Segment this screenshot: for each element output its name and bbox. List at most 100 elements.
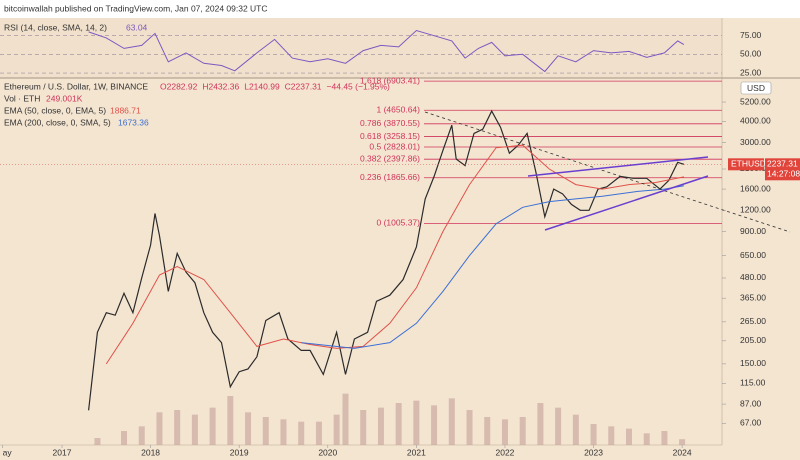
wedge-lower (544, 175, 709, 231)
volume-bar (519, 417, 526, 445)
ohlc-value: −44.45 (−1.95%) (327, 81, 390, 91)
volume-bar (466, 410, 473, 445)
volume-label: Vol · ETH (4, 93, 40, 103)
volume-bar (377, 407, 384, 445)
y-tick-label: 5200.00 (740, 96, 771, 106)
volume-bar (484, 417, 491, 445)
volume-bar (280, 419, 287, 445)
trendlines (424, 111, 791, 233)
price-box (765, 158, 800, 181)
volume-bar (555, 407, 562, 445)
volume-bar (608, 426, 615, 445)
countdown: 14:27:08 (767, 169, 800, 179)
y-tick-label: 87.00 (740, 398, 762, 408)
volume-bar (227, 396, 234, 445)
y-tick-label: 1200.00 (740, 205, 771, 215)
fib-label: 0.382 (2397.86) (360, 153, 420, 163)
fib-label: 0.236 (1865.66) (360, 172, 420, 182)
volume-bar (661, 431, 668, 445)
y-tick-label: 900.00 (740, 226, 766, 236)
volume-bar (448, 398, 455, 445)
y-tick-label: 365.00 (740, 292, 766, 302)
volume-bar (138, 426, 145, 445)
volume-bar (537, 403, 544, 445)
volume-bar (501, 419, 508, 445)
volume-bar (298, 421, 305, 445)
volume-bar (121, 431, 128, 445)
volume-bar (209, 407, 216, 445)
y-tick-label: 480.00 (740, 272, 766, 282)
y-tick-label: 265.00 (740, 316, 766, 326)
y-tick-label: 650.00 (740, 250, 766, 260)
x-tick-label: 2018 (141, 447, 160, 457)
symbol-box (728, 158, 764, 171)
volume-bar (262, 417, 269, 445)
volume-bar (360, 410, 367, 445)
rsi-line (88, 29, 685, 73)
fib-label: 1.618 (6903.41) (360, 75, 420, 85)
dashed-trendline (424, 111, 791, 233)
y-tick-label: 205.00 (740, 335, 766, 345)
publisher: bitcoinwallah published on TradingView.c… (4, 3, 268, 13)
rsi-value: 63.04 (126, 22, 148, 32)
header-bar (0, 0, 800, 18)
currency: USD (747, 83, 765, 93)
y-tick-label: 115.00 (740, 378, 766, 388)
volume-bar (395, 403, 402, 445)
y-tick-label: 150.00 (740, 358, 766, 368)
ema50-value: 1886.71 (110, 105, 141, 115)
fib-label: 0.5 (2828.01) (369, 141, 420, 151)
x-tick-label: 2020 (318, 447, 337, 457)
volume-bar (431, 405, 438, 445)
rsi-tick-label: 25.00 (740, 67, 762, 77)
rsi-panel (0, 18, 722, 78)
ema200-label: EMA (200, close, 0, SMA, 5) (4, 117, 111, 127)
fib-label: 0 (1005.37) (377, 218, 421, 228)
volume-value: 249.001K (46, 93, 83, 103)
rsi-label: RSI (14, close, SMA, 14, 2) (4, 22, 107, 32)
x-tick-label: 2019 (230, 447, 249, 457)
x-tick-label: ay (3, 447, 13, 457)
volume-bar (572, 414, 579, 445)
volume-bar (625, 428, 632, 445)
volume-bar (94, 438, 101, 445)
ohlc-value: H2432.36 (202, 81, 239, 91)
x-tick-label: 2022 (495, 447, 514, 457)
last-price: 2237.31 (767, 159, 798, 169)
symbol: ETHUSD (731, 159, 766, 169)
rsi-tick-label: 50.00 (740, 49, 762, 59)
volume-bar (156, 412, 163, 445)
ema50-label: EMA (50, close, 0, EMA, 5) (4, 105, 106, 115)
volume-bar (342, 393, 349, 445)
ohlc-value: C2237.31 (285, 81, 322, 91)
ema200-value: 1673.36 (118, 117, 149, 127)
fib-label: 1 (4650.64) (377, 105, 421, 115)
rsi-tick-label: 75.00 (740, 30, 762, 40)
ema-line (105, 144, 684, 365)
ohlc-value: L2140.99 (244, 81, 280, 91)
volume-bar (679, 439, 686, 445)
volume-bar (413, 400, 420, 445)
x-tick-label: 2024 (673, 447, 692, 457)
volume-bar (590, 424, 597, 445)
volume-bar (315, 421, 322, 445)
wedge-upper (527, 156, 709, 177)
volume-bar (174, 410, 181, 445)
volume-bar (643, 433, 650, 445)
ohlc-value: O2282.92 (160, 81, 198, 91)
y-tick-label: 67.00 (740, 418, 762, 428)
volume-bar (333, 414, 340, 445)
ema-line (301, 185, 684, 349)
currency-box (740, 81, 772, 95)
y-tick-label: 3000.00 (740, 137, 771, 147)
chart-title: Ethereum / U.S. Dollar, 1W, BINANCE (4, 81, 148, 91)
x-tick-label: 2021 (407, 447, 426, 457)
y-tick-label: 1600.00 (740, 183, 771, 193)
price-line (88, 109, 685, 411)
fib-label: 0.618 (3258.15) (360, 131, 420, 141)
volume-bar (245, 412, 252, 445)
x-tick-label: 2023 (584, 447, 603, 457)
x-tick-label: 2017 (53, 447, 72, 457)
volume-bar (191, 414, 198, 445)
